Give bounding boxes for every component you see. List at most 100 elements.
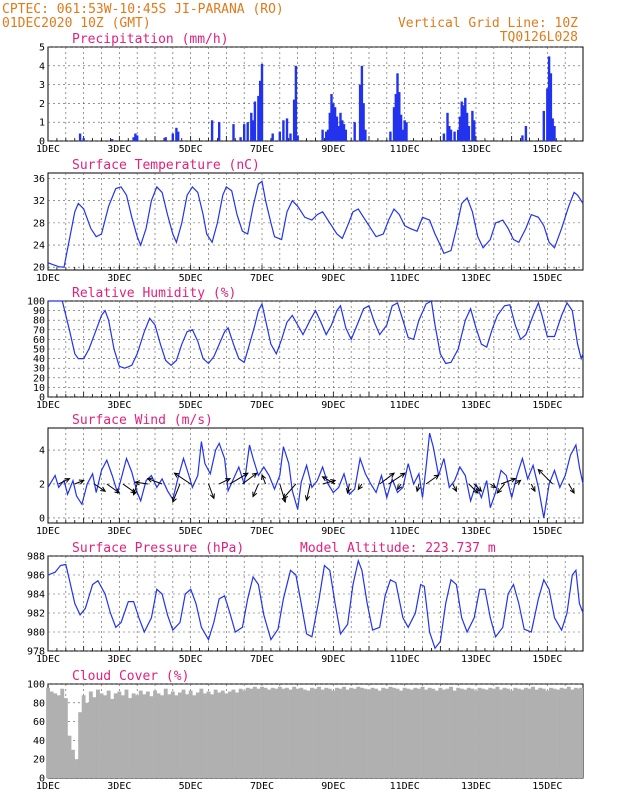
- wind-arrow-head: [452, 486, 457, 493]
- cloud-bar: [579, 687, 583, 778]
- x-tick-label: 3DEC: [107, 273, 131, 284]
- cloud-bar: [352, 688, 357, 778]
- panel-6: 0 20 40 60 80 100 1DEC 3DEC 5DEC 7DEC 9DEC 11DEC 13D…: [27, 669, 584, 792]
- wind-arrow-head: [530, 486, 536, 493]
- cloud-bar: [160, 695, 165, 778]
- precip-bar: [396, 73, 399, 141]
- cloud-bar: [345, 689, 350, 778]
- wind-arrow: [568, 483, 575, 494]
- y-tick-label: 988: [27, 552, 45, 563]
- cloud-bar: [203, 693, 207, 778]
- cloud-bar: [299, 687, 304, 778]
- precip-bar: [332, 103, 335, 141]
- cloud-bar: [545, 690, 550, 778]
- x-tick-label: 13DEC: [461, 273, 491, 284]
- x-tick-label: 15DEC: [532, 781, 562, 792]
- wind-arrow-head: [134, 480, 141, 486]
- cloud-bar: [195, 692, 200, 778]
- wind-arrow-head: [357, 484, 363, 491]
- precip-bar: [294, 65, 298, 141]
- precip-bar: [132, 137, 135, 141]
- x-tick-label: 1DEC: [36, 144, 60, 155]
- y-tick-label: 2: [39, 99, 45, 110]
- wind-arrow: [530, 483, 536, 492]
- y-tick-label: 10: [33, 383, 45, 394]
- cloud-bar: [302, 689, 307, 778]
- wind-arrow-head: [261, 473, 267, 481]
- cloud-bar: [367, 689, 371, 778]
- x-tick-label: 7DEC: [250, 144, 274, 155]
- wind-arrow: [229, 472, 249, 485]
- x-tick-label: 11DEC: [390, 273, 420, 284]
- wind-arrow-head: [399, 472, 406, 478]
- x-tick-label: 11DEC: [390, 781, 420, 792]
- wind-arrow-head: [114, 488, 121, 494]
- precip-bar: [339, 112, 342, 141]
- precip-bar: [399, 114, 403, 141]
- x-tick-label: 1DEC: [36, 654, 60, 665]
- cloud-bar: [466, 687, 471, 778]
- x-tick-label: 3DEC: [107, 400, 131, 411]
- cloud-bar: [74, 759, 79, 778]
- precip-bar: [358, 84, 362, 141]
- x-tick-label: 7DEC: [250, 654, 274, 665]
- precip-bar: [473, 120, 476, 141]
- wind-arrow-head: [171, 496, 177, 504]
- cloud-bar: [534, 689, 539, 778]
- wind-arrow: [425, 474, 439, 485]
- precip-bar: [175, 127, 178, 141]
- precip-bar: [553, 126, 556, 141]
- series-line: [48, 300, 584, 369]
- x-tick-label: 11DEC: [390, 400, 420, 411]
- x-tick-label: 13DEC: [461, 654, 491, 665]
- wind-arrow-head: [281, 496, 287, 504]
- precip-bar: [394, 94, 397, 141]
- precip-bar: [364, 129, 367, 141]
- cloud-bar: [488, 687, 493, 778]
- precip-bar: [177, 131, 180, 141]
- y-tick-label: 20: [33, 263, 45, 274]
- x-tick-label: 9DEC: [321, 654, 345, 665]
- cloud-bar: [249, 688, 254, 778]
- wind-arrow-head: [304, 495, 310, 502]
- y-tick-label: 60: [33, 335, 45, 346]
- cloud-bar: [53, 693, 58, 778]
- precip-bar: [453, 131, 456, 141]
- precip-bar: [330, 94, 333, 141]
- precip-bar: [243, 124, 246, 141]
- cloud-bar: [384, 688, 389, 778]
- cloud-bar: [566, 686, 571, 778]
- cloud-bar: [484, 689, 489, 778]
- x-tick-label: 5DEC: [179, 400, 203, 411]
- x-tick-label: 3DEC: [107, 654, 131, 665]
- precip-bar: [111, 139, 114, 141]
- cloud-bar: [388, 686, 393, 778]
- panel-title: Precipitation (mm/h): [72, 32, 229, 47]
- cloud-bar: [306, 690, 311, 778]
- wind-arrow-head: [78, 479, 85, 485]
- y-tick-label: 28: [33, 218, 45, 229]
- cloud-bar: [438, 687, 443, 778]
- wind-arrow-head: [64, 478, 71, 483]
- precip-bar: [218, 122, 221, 141]
- x-tick-label: 5DEC: [179, 273, 203, 284]
- cloud-bar: [145, 691, 150, 778]
- x-tick-label: 9DEC: [321, 781, 345, 792]
- precip-bar: [403, 120, 406, 141]
- precip-bar: [449, 129, 453, 141]
- cloud-bar: [188, 690, 193, 778]
- cloud-bar: [442, 689, 446, 778]
- cloud-bar: [185, 694, 190, 778]
- panel-4: 0 2 4 1DEC 3DEC 5DEC 7DEC 9DEC 11DEC 13DEC 15DEC Su…: [36, 413, 584, 537]
- x-tick-label: 13DEC: [461, 400, 491, 411]
- y-tick-label: 986: [27, 571, 45, 582]
- cloud-bar: [213, 689, 218, 778]
- wind-arrow: [242, 472, 258, 485]
- cloud-bar: [217, 692, 222, 778]
- cloud-bar: [427, 687, 432, 778]
- cloud-bar: [263, 687, 268, 778]
- cloud-bar: [395, 688, 400, 778]
- precip-bar: [460, 101, 463, 141]
- wind-arrow: [174, 472, 191, 485]
- precip-bar: [82, 138, 85, 141]
